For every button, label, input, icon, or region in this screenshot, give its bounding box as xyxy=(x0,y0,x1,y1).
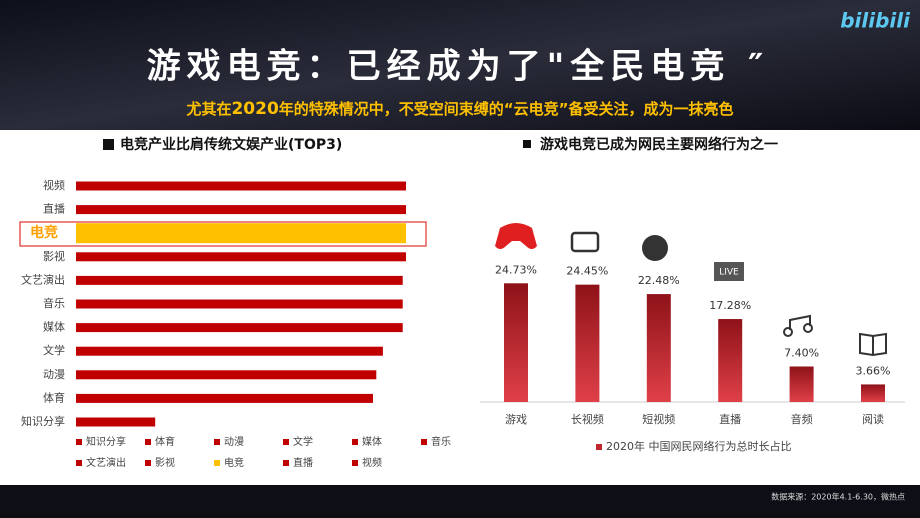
bar xyxy=(76,393,373,403)
bar xyxy=(76,299,403,309)
legend-swatch xyxy=(352,460,358,466)
bar xyxy=(76,275,403,285)
bar xyxy=(504,283,528,402)
audio-icon xyxy=(803,323,813,333)
legend-label: 音乐 xyxy=(431,435,451,448)
legend-swatch xyxy=(76,439,82,445)
title: 游戏电竞：已经成为了"全民电竞 ″ xyxy=(147,47,770,87)
bar xyxy=(76,223,406,244)
chart-title: 游戏电竞已成为网民主要网络行为之一 xyxy=(540,136,778,153)
bar xyxy=(789,366,814,402)
x-tick-label: 音频 xyxy=(791,412,813,426)
chart-title: 电竞产业比肩传统文娱产业(TOP3) xyxy=(120,136,342,153)
tiktok-icon xyxy=(642,235,668,261)
value-label: 24.45% xyxy=(566,265,608,278)
bar xyxy=(646,294,671,402)
legend-swatch xyxy=(214,439,220,445)
bar xyxy=(76,417,156,427)
legend-swatch xyxy=(145,439,151,445)
source: 数据来源：2020年4.1-6.30，微热点 xyxy=(771,492,905,502)
legend-label: 影视 xyxy=(155,456,175,469)
legend-swatch xyxy=(76,460,82,466)
value-label: 22.48% xyxy=(638,274,680,287)
highlight-box xyxy=(19,221,427,247)
subtitle-part: 尤其在 xyxy=(186,100,231,118)
x-tick-label: 阅读 xyxy=(862,412,884,426)
legend-label: 电竞 xyxy=(224,456,244,469)
y-tick-label: 音乐 xyxy=(43,296,65,310)
y-tick-label: 体育 xyxy=(43,390,65,404)
bar xyxy=(575,284,600,402)
tv-icon xyxy=(570,231,600,253)
bar xyxy=(76,370,377,380)
legend-swatch xyxy=(352,439,358,445)
legend-label: 动漫 xyxy=(224,436,244,448)
bar xyxy=(76,323,403,333)
legend-label: 文艺演出 xyxy=(86,456,126,469)
live-text: LIVE xyxy=(719,268,739,278)
title-square xyxy=(103,139,114,150)
legend-label: 媒体 xyxy=(362,436,382,448)
title-square xyxy=(523,140,531,148)
live-icon xyxy=(714,262,744,281)
icons: LIVE xyxy=(495,223,887,357)
legend-swatch xyxy=(145,460,151,466)
y-tick-label: 文艺演出 xyxy=(21,272,65,286)
value-label: 7.40% xyxy=(784,346,819,359)
y-tick-label: 媒体 xyxy=(43,320,65,334)
legend-swatch xyxy=(214,460,220,466)
subtitle-part: 年的特殊情况中，不受空间束缚的“云电竞”备受关注，成为一抹亮色 xyxy=(279,100,734,118)
subtitle-part: 2020 xyxy=(231,99,278,119)
legend-label: 文学 xyxy=(293,435,313,448)
bar xyxy=(861,384,885,402)
legend-swatch xyxy=(283,460,289,466)
legend-label: 直播 xyxy=(293,456,313,469)
value-label: 17.28% xyxy=(709,299,751,312)
bar xyxy=(76,346,383,356)
legend-label: 2020年 中国网民网络行为总时长占比 xyxy=(606,439,792,453)
y-tick-label: 直播 xyxy=(43,202,65,216)
bar xyxy=(76,252,406,262)
subtitle: 尤其在2020年的特殊情况中，不受空间束缚的“云电竞”备受关注，成为一抹亮色 xyxy=(186,99,733,119)
game-icon xyxy=(495,223,537,249)
header-bg xyxy=(0,0,920,130)
audio-icon xyxy=(783,327,793,337)
book-icon xyxy=(859,332,887,357)
bar xyxy=(718,319,743,402)
x-tick-label: 长视频 xyxy=(571,412,604,426)
legend-swatch xyxy=(596,444,602,450)
y-tick-label: 文学 xyxy=(43,343,65,357)
y-tick-label: 动漫 xyxy=(43,367,65,381)
logo: bilibili xyxy=(840,9,911,33)
y-tick-label: 视频 xyxy=(43,178,65,192)
value-label: 3.66% xyxy=(856,364,891,377)
legend-label: 体育 xyxy=(155,435,175,448)
legend-swatch xyxy=(283,439,289,445)
x-tick-label: 短视频 xyxy=(642,412,675,426)
footer-bg xyxy=(0,485,920,518)
bar xyxy=(76,205,406,215)
y-tick-label: 电竞 xyxy=(30,224,58,241)
y-tick-label: 影视 xyxy=(43,249,65,263)
x-tick-label: 游戏 xyxy=(505,413,527,426)
x-tick-label: 直播 xyxy=(719,412,741,426)
legend-label: 知识分享 xyxy=(86,435,126,448)
legend-swatch xyxy=(421,439,427,445)
legend-label: 视频 xyxy=(362,456,382,469)
value-label: 24.73% xyxy=(495,263,537,276)
bar xyxy=(76,181,406,191)
y-tick-label: 知识分享 xyxy=(21,414,65,428)
audio-icon xyxy=(789,314,811,330)
